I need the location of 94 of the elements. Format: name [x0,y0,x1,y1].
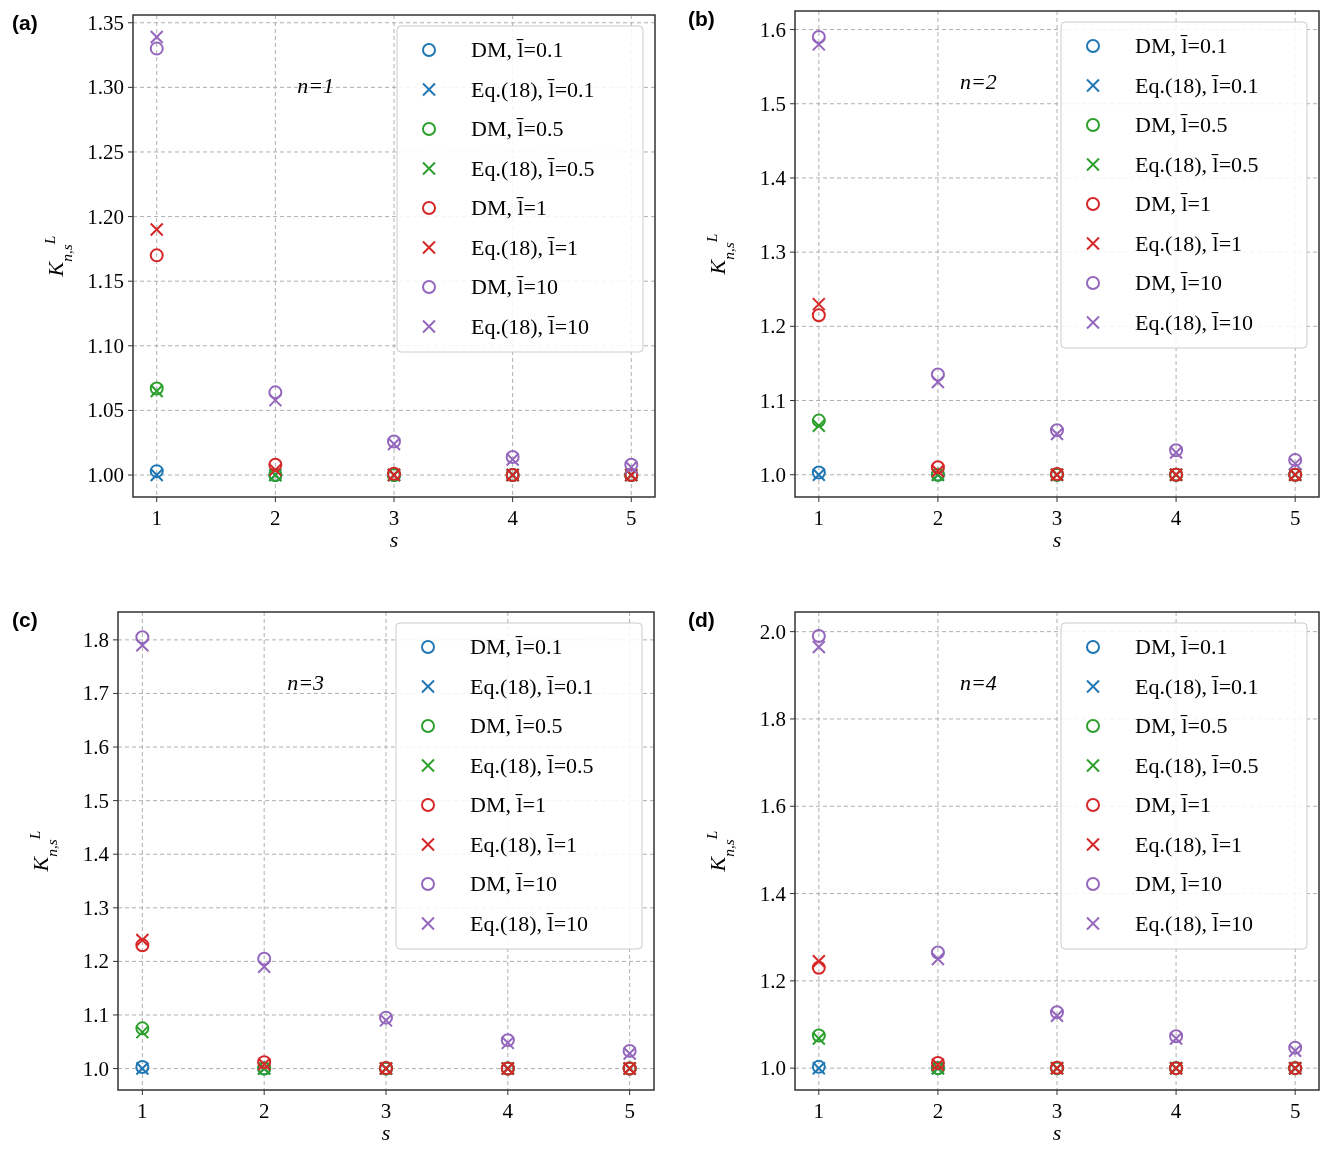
y-tick-label: 1.10 [87,333,124,358]
annotation: n=1 [297,73,335,98]
x-tick-label: 5 [1289,1099,1301,1123]
legend-label: DM, l̄=1 [1135,792,1211,817]
y-tick-label: 1.15 [87,269,124,294]
x-tick-label: 3 [388,506,400,530]
y-tick-label: 1.7 [82,681,109,706]
y-tick-label: 2.0 [759,619,786,644]
x-tick-label: 2 [270,506,281,530]
y-tick-label: 1.0 [82,1056,109,1081]
legend-label: Eq.(18), l̄=0.1 [1135,673,1259,699]
x-tick-label: 5 [626,506,637,530]
y-tick-label: 1.00 [87,463,124,488]
legend-label: Eq.(18), l̄=0.1 [471,76,595,102]
y-tick-label: 1.4 [82,842,110,867]
x-axis-title: s [1052,527,1062,552]
y-tick-label: 1.6 [759,794,786,819]
annotation: n=2 [959,69,997,94]
legend-label: Eq.(18), l̄=0.5 [471,155,595,181]
y-tick-label: 1.2 [759,968,786,993]
legend-label: Eq.(18), l̄=0.1 [1135,72,1259,98]
legend-label: DM, l̄=0.1 [470,634,563,659]
x-tick-label: 3 [1051,1099,1063,1123]
x-tick-label: 2 [932,506,944,530]
x-tick-label: 2 [932,1099,944,1123]
legend-label: Eq.(18), l̄=10 [1135,910,1254,936]
legend-label: Eq.(18), l̄=1 [471,234,579,260]
y-tick-label: 1.1 [82,1002,109,1027]
legend-label: DM, l̄=1 [471,195,547,220]
y-tick-label: 1.3 [759,240,786,265]
y-tick-label: 1.6 [759,17,786,42]
annotation: n=4 [959,670,997,695]
legend-label: DM, l̄=0.5 [1135,713,1228,738]
x-tick-label: 1 [151,506,162,530]
chart-title: (a) [12,11,38,34]
y-tick-label: 1.4 [759,881,787,906]
legend-label: DM, l̄=0.1 [1135,33,1228,58]
legend-label: DM, l̄=1 [1135,191,1211,216]
legend-label: Eq.(18), l̄=1 [470,831,578,857]
x-axis-title: s [1052,1120,1062,1145]
y-tick-label: 1.5 [759,91,786,116]
y-tick-label: 1.2 [759,314,786,339]
x-axis-title: s [389,527,399,552]
legend-label: DM, l̄=10 [471,274,558,299]
x-tick-label: 4 [1170,1099,1182,1123]
chart-title: (b) [688,7,715,30]
legend-label: Eq.(18), l̄=0.5 [1135,151,1259,177]
x-tick-label: 3 [1051,506,1063,530]
legend-label: Eq.(18), l̄=1 [1135,831,1243,857]
legend-label: DM, l̄=10 [470,871,557,896]
legend-label: Eq.(18), l̄=0.5 [1135,752,1259,778]
legend-label: DM, l̄=0.5 [1135,112,1228,137]
x-tick-label: 4 [1170,506,1182,530]
y-tick-label: 1.8 [759,706,786,731]
legend-label: DM, l̄=10 [1135,871,1222,896]
x-axis-title: s [381,1120,391,1145]
y-tick-label: 1.05 [87,398,124,423]
annotation: n=3 [287,670,325,695]
y-tick-label: 1.25 [87,139,124,164]
y-tick-label: 1.6 [82,735,109,760]
x-tick-label: 1 [813,1099,825,1123]
y-tick-label: 1.2 [82,949,109,974]
legend-label: Eq.(18), l̄=10 [470,910,589,936]
x-tick-label: 4 [507,506,519,530]
y-tick-label: 1.1 [759,388,786,413]
x-tick-label: 2 [258,1099,270,1123]
y-tick-label: 1.35 [87,10,124,35]
y-tick-label: 1.8 [82,627,109,652]
y-tick-label: 1.30 [87,75,124,100]
x-tick-label: 4 [502,1099,514,1123]
chart-title: (c) [12,608,38,631]
chart-title: (d) [688,608,715,631]
y-tick-label: 1.0 [759,1056,786,1081]
legend-label: DM, l̄=0.1 [1135,634,1228,659]
legend-label: DM, l̄=0.5 [471,116,564,141]
legend-label: Eq.(18), l̄=10 [1135,309,1254,335]
legend-label: Eq.(18), l̄=0.5 [470,752,594,778]
x-tick-label: 3 [380,1099,392,1123]
y-tick-label: 1.4 [759,165,787,190]
x-tick-label: 5 [1289,506,1301,530]
legend-label: DM, l̄=10 [1135,270,1222,295]
legend-label: DM, l̄=0.1 [471,37,564,62]
x-tick-label: 1 [137,1099,148,1123]
legend-label: Eq.(18), l̄=1 [1135,230,1243,256]
x-tick-label: 1 [813,506,825,530]
y-tick-label: 1.5 [82,788,109,813]
legend-label: Eq.(18), l̄=0.1 [470,673,594,699]
y-tick-label: 1.3 [82,895,109,920]
y-tick-label: 1.20 [87,204,124,229]
legend-label: Eq.(18), l̄=10 [471,313,590,339]
x-tick-label: 5 [624,1099,635,1123]
legend-label: DM, l̄=1 [470,792,546,817]
legend-label: DM, l̄=0.5 [470,713,563,738]
y-tick-label: 1.0 [759,462,786,487]
